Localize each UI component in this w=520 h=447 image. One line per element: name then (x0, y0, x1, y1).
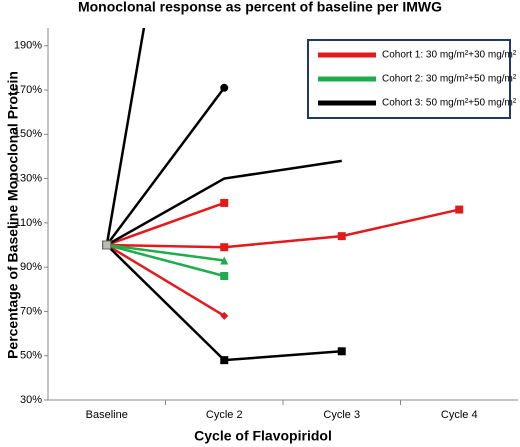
marker (220, 356, 229, 365)
y-tick-label: 110% (15, 217, 43, 229)
legend-label: Cohort 3: 50 mg/m²+50 mg/m² (382, 98, 517, 109)
line (106, 208, 460, 249)
line (106, 243, 225, 278)
legend-label: Cohort 1: 30 mg/m²+30 mg/m² (382, 50, 517, 61)
y-tick-label: 90% (20, 261, 42, 273)
y-tick-label: 170% (14, 84, 42, 96)
y-axis-title: Percentage of Baseline Monoclonal Protei… (5, 71, 21, 359)
y-tick-label: 70% (20, 305, 42, 317)
y-tick-label: 150% (14, 128, 42, 140)
plot-area (102, 28, 464, 365)
marker (220, 311, 229, 320)
x-tick-label: Cycle 3 (323, 409, 360, 421)
x-tick-label: Baseline (86, 409, 128, 421)
marker (220, 272, 229, 280)
line (105, 28, 146, 246)
marker (337, 347, 346, 356)
line (106, 201, 225, 247)
line (106, 243, 225, 317)
marker (220, 198, 229, 207)
marker (220, 243, 229, 252)
y-tick-label: 30% (20, 394, 42, 406)
y-tick-label: 50% (20, 350, 42, 362)
y-tick-label: 190% (14, 40, 42, 52)
chart-title: Monoclonal response as percent of baseli… (78, 0, 442, 15)
x-tick-label: Cycle 4 (441, 409, 478, 421)
line (106, 243, 225, 262)
marker (455, 205, 464, 214)
y-tick-label: 130% (14, 172, 42, 184)
line (106, 159, 342, 247)
marker (220, 256, 229, 265)
baseline-marker (102, 240, 112, 250)
marker (337, 232, 346, 241)
legend-label: Cohort 2: 30 mg/m²+50 mg/m² (382, 74, 517, 85)
x-tick-label: Cycle 2 (206, 409, 243, 421)
x-axis-title: Cycle of Flavopiridol (194, 428, 332, 444)
marker (220, 83, 229, 92)
line (105, 87, 226, 246)
